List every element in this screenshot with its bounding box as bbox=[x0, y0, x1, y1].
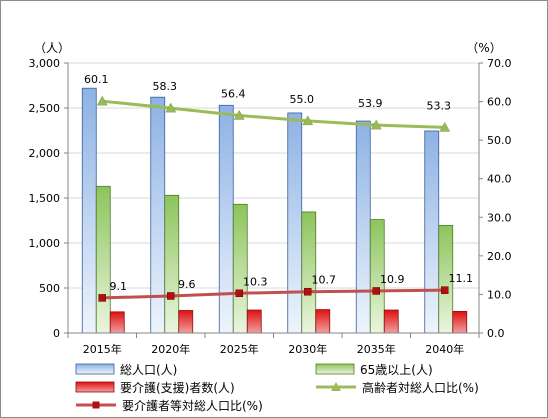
bar-1 bbox=[218, 104, 234, 334]
triangle-point bbox=[370, 119, 382, 130]
legend-label: 要介護者等対総人口比(%) bbox=[122, 398, 263, 413]
bar-3 bbox=[109, 311, 125, 334]
gridlines bbox=[68, 62, 479, 289]
bar-3 bbox=[315, 309, 331, 334]
legend-swatch bbox=[315, 363, 355, 375]
legend-label: 高齢者対総人口比(%) bbox=[362, 380, 479, 395]
bar-2 bbox=[164, 194, 180, 334]
right-tick-label: 0.0 bbox=[487, 327, 505, 340]
right-axis-unit: （%） bbox=[466, 41, 501, 55]
data-label: 9.1 bbox=[110, 280, 128, 293]
right-tick-label: 70.0 bbox=[487, 57, 512, 70]
legend-swatch bbox=[75, 381, 115, 393]
right-tick-label: 60.0 bbox=[487, 96, 512, 109]
bar-3 bbox=[383, 309, 399, 334]
bar-1 bbox=[355, 120, 371, 334]
left-tick-label: 0 bbox=[53, 327, 60, 340]
series-line-2 bbox=[102, 288, 445, 300]
x-tick-label: 2035年 bbox=[357, 342, 396, 356]
bar-3 bbox=[178, 310, 194, 334]
bar-3 bbox=[246, 309, 262, 334]
legend-swatch-marker bbox=[331, 382, 341, 391]
triangle-point bbox=[233, 109, 245, 120]
right-tick-label: 50.0 bbox=[487, 134, 512, 147]
legend: 総人口(人) 65歳以上(人) 要介護(支援)者数(人) 高齢者対総人口比(%) 要介護… bbox=[75, 363, 479, 413]
triangle-point bbox=[439, 121, 451, 132]
series-line-1 bbox=[102, 99, 445, 129]
left-tick-label: 500 bbox=[39, 282, 60, 295]
data-label: 9.6 bbox=[178, 278, 196, 291]
left-tick-label: 2,000 bbox=[29, 147, 61, 160]
square-point bbox=[235, 289, 243, 298]
x-tick-label: 2030年 bbox=[288, 342, 327, 356]
data-label: 10.3 bbox=[243, 275, 268, 288]
data-label: 60.1 bbox=[84, 73, 109, 86]
bar-1 bbox=[81, 87, 97, 334]
x-tick-label: 2025年 bbox=[220, 342, 259, 356]
triangle-point bbox=[302, 115, 314, 126]
left-tick-label: 1,000 bbox=[29, 237, 61, 250]
bar-2 bbox=[301, 211, 317, 334]
legend-swatch-marker bbox=[92, 401, 100, 409]
bar-2 bbox=[95, 185, 111, 334]
triangle-point bbox=[165, 102, 177, 113]
square-point bbox=[304, 287, 312, 296]
right-tick-label: 10.0 bbox=[487, 288, 512, 301]
data-label: 10.7 bbox=[312, 274, 337, 287]
data-label: 58.3 bbox=[153, 80, 178, 93]
right-tick-label: 40.0 bbox=[487, 173, 512, 186]
data-label: 55.0 bbox=[290, 93, 315, 106]
triangle-point bbox=[96, 95, 108, 106]
legend-label: 要介護(支援)者数(人) bbox=[120, 380, 235, 395]
data-label: 53.3 bbox=[427, 99, 452, 112]
square-point bbox=[98, 294, 106, 302]
axes: 0 500 1,000 1,500 2,000 2,500 3,000 0.0 10.0 20.0… bbox=[29, 41, 512, 356]
bar-1 bbox=[424, 130, 440, 334]
legend-label: 総人口(人) bbox=[120, 363, 177, 377]
legend-label: 65歳以上(人) bbox=[360, 363, 433, 377]
left-tick-label: 3,000 bbox=[29, 57, 61, 70]
x-tick-label: 2020年 bbox=[151, 342, 190, 356]
data-label: 10.9 bbox=[380, 273, 405, 286]
right-tick-label: 20.0 bbox=[487, 250, 512, 263]
left-axis-unit: （人） bbox=[34, 41, 70, 55]
bars bbox=[81, 87, 468, 334]
left-tick-label: 1,500 bbox=[29, 192, 61, 205]
left-tick-label: 2,500 bbox=[29, 102, 61, 115]
square-point bbox=[372, 287, 380, 295]
x-tick-label: 2015年 bbox=[83, 342, 122, 356]
right-tick-label: 30.0 bbox=[487, 211, 512, 224]
data-label: 56.4 bbox=[221, 87, 246, 100]
x-tick-label: 2040年 bbox=[425, 342, 464, 356]
square-point bbox=[441, 286, 449, 294]
square-point bbox=[167, 292, 175, 300]
data-label: 53.9 bbox=[358, 97, 383, 110]
bar-1 bbox=[287, 112, 303, 334]
data-labels: 60.1 58.3 56.4 55.0 53.9 53.3 9.1 9.6 10.3 10.7 10… bbox=[84, 73, 473, 293]
legend-swatch bbox=[75, 363, 115, 375]
bar-2 bbox=[232, 203, 248, 334]
lines bbox=[96, 95, 451, 302]
bar-3 bbox=[452, 310, 468, 334]
data-label: 11.1 bbox=[449, 272, 474, 285]
